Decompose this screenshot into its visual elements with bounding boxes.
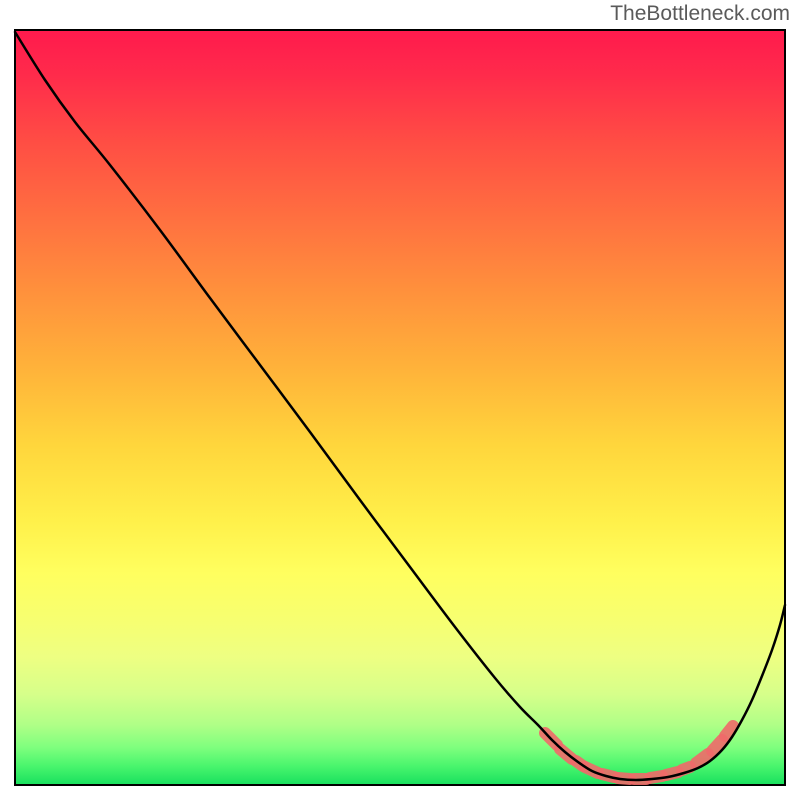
chart-container: { "watermark": { "text": "TheBottleneck.… (0, 0, 800, 800)
watermark-text: TheBottleneck.com (610, 2, 790, 26)
bottleneck-curve-chart (0, 0, 800, 800)
gradient-background (15, 30, 785, 785)
